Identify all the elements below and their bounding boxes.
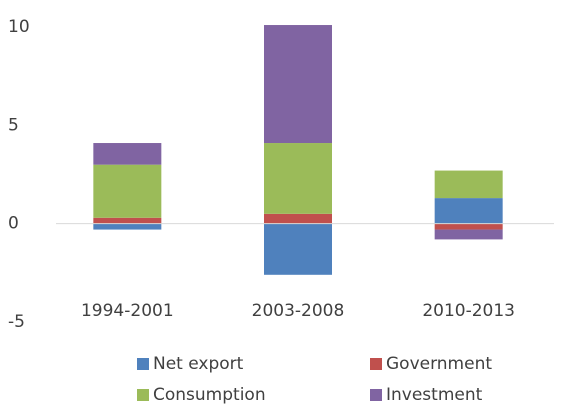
- x-tick-label: 2010-2013: [422, 301, 515, 321]
- bar-segment: [93, 223, 162, 230]
- x-tick-label: 2003-2008: [252, 301, 345, 321]
- legend-swatch: [137, 389, 149, 401]
- legend-swatch: [370, 389, 382, 401]
- y-tick-label: -5: [8, 312, 25, 332]
- bar-segment: [93, 164, 162, 218]
- bar-segment: [264, 213, 332, 224]
- bar-segment: [93, 217, 162, 224]
- y-tick-label: 5: [8, 115, 19, 135]
- legend-swatch: [370, 358, 382, 370]
- legend-swatch: [137, 358, 149, 370]
- bar-segment: [264, 143, 332, 214]
- legend-label: Investment: [386, 385, 483, 405]
- y-tick-label: 10: [8, 17, 30, 37]
- bar-segment: [93, 143, 162, 165]
- bar-segment: [264, 223, 332, 275]
- bar-segment: [434, 170, 503, 199]
- legend-label: Net export: [153, 354, 244, 374]
- x-tick-label: 1994-2001: [81, 301, 174, 321]
- bar-segment: [264, 25, 332, 144]
- legend-label: Government: [386, 354, 492, 374]
- bar-segment: [434, 198, 503, 224]
- bar-segment: [434, 223, 503, 230]
- bar-segment: [434, 229, 503, 240]
- legend-label: Consumption: [153, 385, 266, 405]
- y-tick-label: 0: [8, 214, 19, 234]
